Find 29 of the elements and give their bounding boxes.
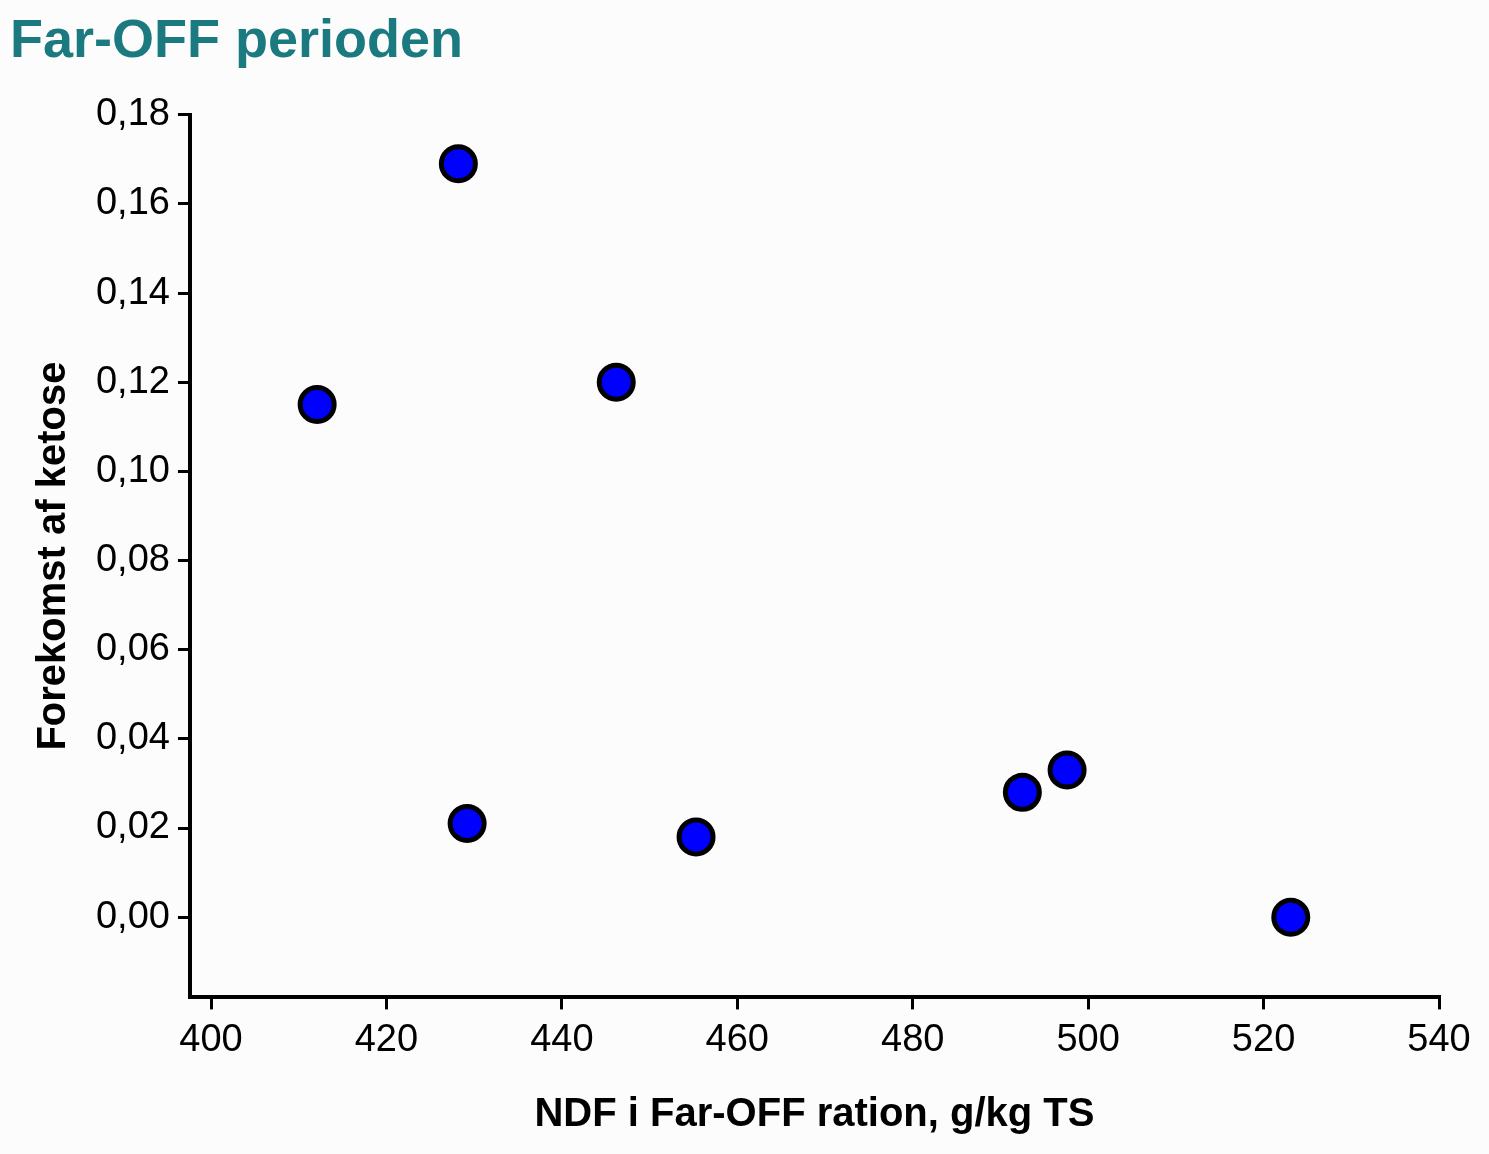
y-axis-title: Forekomst af ketose (29, 361, 74, 751)
x-axis-title: NDF i Far-OFF ration, g/kg TS (534, 1090, 1095, 1135)
chart-title: Far-OFF perioden (10, 8, 464, 69)
x-tick-label: 440 (530, 1016, 594, 1059)
x-tick-label: 540 (1407, 1016, 1471, 1059)
x-tick-label: 460 (705, 1016, 769, 1059)
point (447, 804, 487, 844)
x-tick-label: 520 (1231, 1016, 1296, 1059)
x-tick-label: 400 (179, 1016, 243, 1059)
point (1271, 897, 1311, 937)
point (297, 385, 337, 425)
point (596, 362, 636, 402)
y-tick-label: 0,08 (95, 537, 170, 580)
point (1047, 750, 1087, 790)
y-tick-label: 0,02 (95, 804, 170, 847)
y-tick-label: 0,06 (95, 626, 170, 669)
point (676, 817, 716, 857)
y-tick-label: 0,16 (95, 180, 170, 223)
y-tick-label: 0,00 (95, 893, 170, 936)
x-tick-label: 500 (1056, 1016, 1120, 1059)
y-tick-label: 0,18 (95, 91, 170, 134)
y-tick-label: 0,14 (95, 269, 170, 312)
point (438, 144, 478, 184)
y-tick-label: 0,12 (95, 358, 170, 401)
x-tick-label: 420 (354, 1016, 419, 1059)
point (1002, 772, 1042, 812)
y-tick-label: 0,10 (95, 447, 170, 490)
x-tick-label: 480 (881, 1016, 945, 1059)
y-tick-label: 0,04 (95, 715, 170, 758)
